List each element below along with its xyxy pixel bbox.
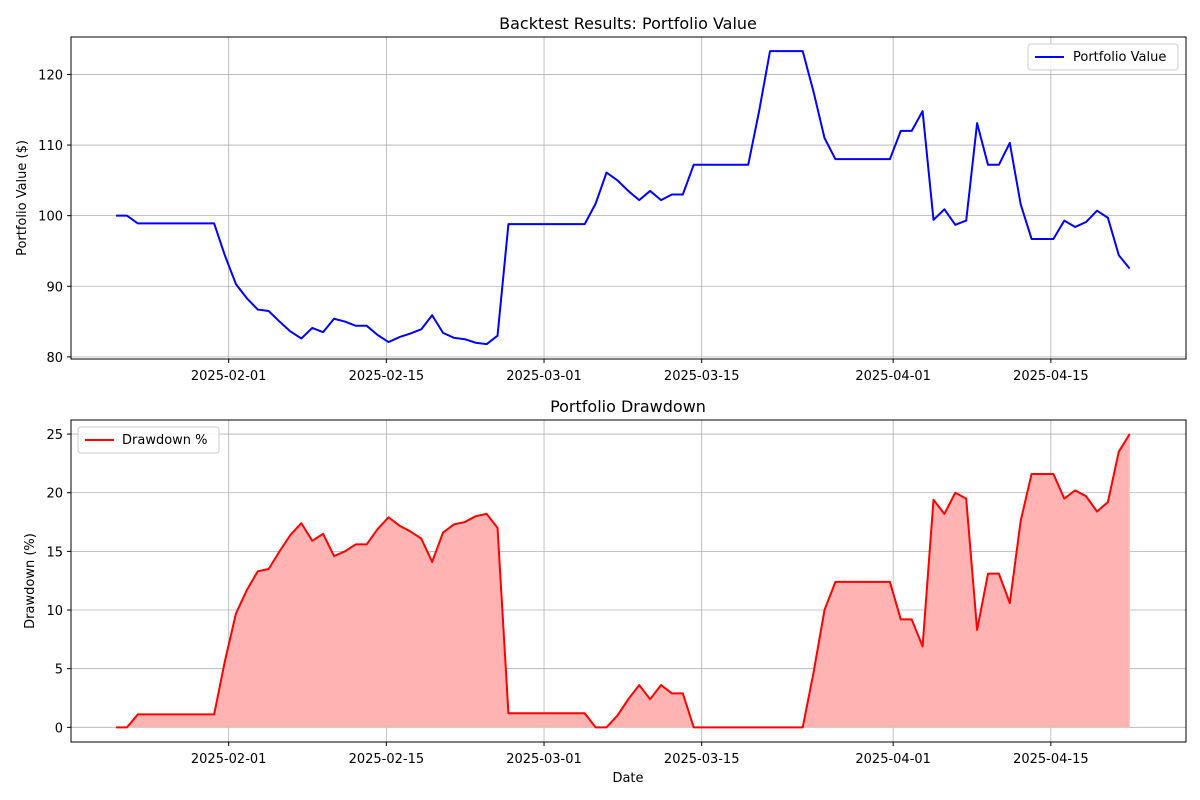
portfolio-value-grid — [71, 37, 1186, 359]
y-tick-label: 15 — [46, 545, 63, 560]
portfolio-value-axes-frame — [70, 36, 1187, 360]
drawdown-title: Portfolio Drawdown — [550, 397, 706, 416]
x-tick-label: 2025-04-15 — [1013, 752, 1089, 767]
y-tick-label: 0 — [55, 721, 63, 736]
y-tick-label: 20 — [46, 487, 63, 502]
portfolio-value-ticks: 2025-02-01 2025-02-15 2025-03-01 2025-03-15… — [38, 68, 1088, 384]
x-tick-label: 2025-02-01 — [191, 369, 267, 384]
drawdown-axes-frame — [70, 419, 1187, 743]
y-tick-label: 80 — [46, 351, 63, 366]
x-tick-label: 2025-02-15 — [349, 369, 425, 384]
legend-label-portfolio-value: Portfolio Value — [1073, 50, 1166, 65]
x-tick-label: 2025-04-15 — [1013, 369, 1089, 384]
portfolio-value-title: Backtest Results: Portfolio Value — [499, 14, 757, 33]
x-tick-label: 2025-03-15 — [664, 369, 740, 384]
legend-label-drawdown: Drawdown % — [122, 433, 208, 448]
y-tick-label: 10 — [46, 604, 63, 619]
portfolio-value-series — [116, 50, 1131, 346]
portfolio-value-legend: Portfolio Value — [1027, 43, 1179, 71]
x-tick-label: 2025-03-01 — [506, 369, 582, 384]
drawdown-line — [116, 433, 1131, 729]
x-tick-label: 2025-03-01 — [506, 752, 582, 767]
drawdown-fill-area — [116, 434, 1130, 728]
x-tick-label: 2025-04-01 — [855, 369, 931, 384]
portfolio-value-ylabel: Portfolio Value ($) — [15, 140, 30, 256]
x-tick-label: 2025-04-01 — [855, 752, 931, 767]
y-tick-label: 5 — [55, 663, 63, 678]
drawdown-xlabel: Date — [612, 771, 643, 786]
y-tick-label: 90 — [46, 280, 63, 295]
x-tick-label: 2025-03-15 — [664, 752, 740, 767]
x-tick-label: 2025-02-15 — [349, 752, 425, 767]
y-tick-label: 120 — [38, 68, 63, 83]
legend-box — [77, 426, 220, 454]
x-tick-label: 2025-02-01 — [191, 752, 267, 767]
legend-box — [1027, 43, 1179, 71]
portfolio-value-line — [116, 50, 1131, 346]
y-tick-label: 110 — [38, 139, 63, 154]
drawdown-ticks: 2025-02-01 2025-02-15 2025-03-01 2025-03-15… — [46, 428, 1088, 767]
y-tick-label: 25 — [46, 428, 63, 443]
portfolio-value-panel: Backtest Results: Portfolio Value Portfo… — [15, 14, 1187, 384]
drawdown-series — [116, 433, 1131, 729]
y-tick-label: 100 — [38, 210, 63, 225]
drawdown-ylabel: Drawdown (%) — [23, 533, 38, 629]
drawdown-legend: Drawdown % — [77, 426, 220, 454]
drawdown-panel: Portfolio Drawdown Drawdown (%) Date 202… — [23, 397, 1187, 786]
